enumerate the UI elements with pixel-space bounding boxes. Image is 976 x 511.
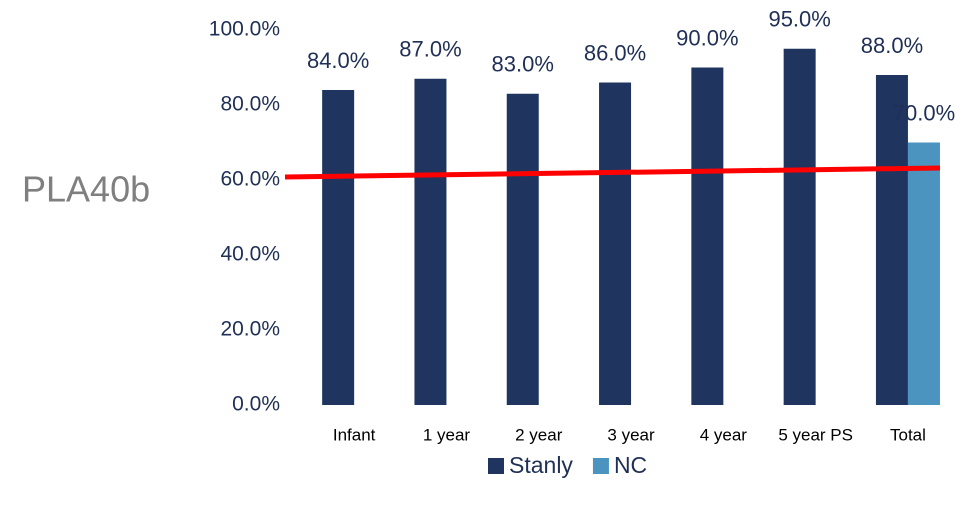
legend-swatch [488,458,504,474]
x-tick-label: 3 year [607,425,655,444]
legend-label: Stanly [509,452,573,478]
x-tick-label: 1 year [423,425,471,444]
data-label: 70.0% [893,100,955,125]
data-label: 90.0% [676,25,738,50]
side-label: PLA40b [22,169,150,210]
data-label: 95.0% [768,7,830,32]
y-tick-label: 80.0% [220,93,280,116]
legend-label: NC [614,452,647,478]
plot: 0.0% 20.0% 40.0% 60.0% 80.0% 100.0% Infant 84.0… [209,7,955,479]
y-tick-label: 20.0% [220,318,280,341]
data-label: 87.0% [399,37,461,62]
x-tick-label: 5 year PS [778,425,853,444]
y-tick-label: 100.0% [209,18,280,41]
bar [875,75,908,405]
bar [691,67,724,405]
bar [599,82,632,405]
data-label: 86.0% [584,40,646,65]
x-tick-label: 2 year [515,425,563,444]
y-tick-label: 0.0% [232,393,280,416]
y-tick-label: 40.0% [220,243,280,266]
data-label: 83.0% [492,52,554,77]
target-line [284,165,941,180]
legend-swatch [592,458,609,474]
bar [907,142,940,405]
y-tick-label: 60.0% [220,168,280,191]
data-label: 84.0% [307,48,369,73]
x-tick-label: Total [890,425,926,444]
x-tick-label: Infant [333,425,376,444]
bar [322,90,355,405]
bar [783,48,816,405]
data-label: 88.0% [861,33,923,58]
bar [414,78,447,405]
bar [506,93,539,405]
x-tick-label: 4 year [700,425,748,444]
